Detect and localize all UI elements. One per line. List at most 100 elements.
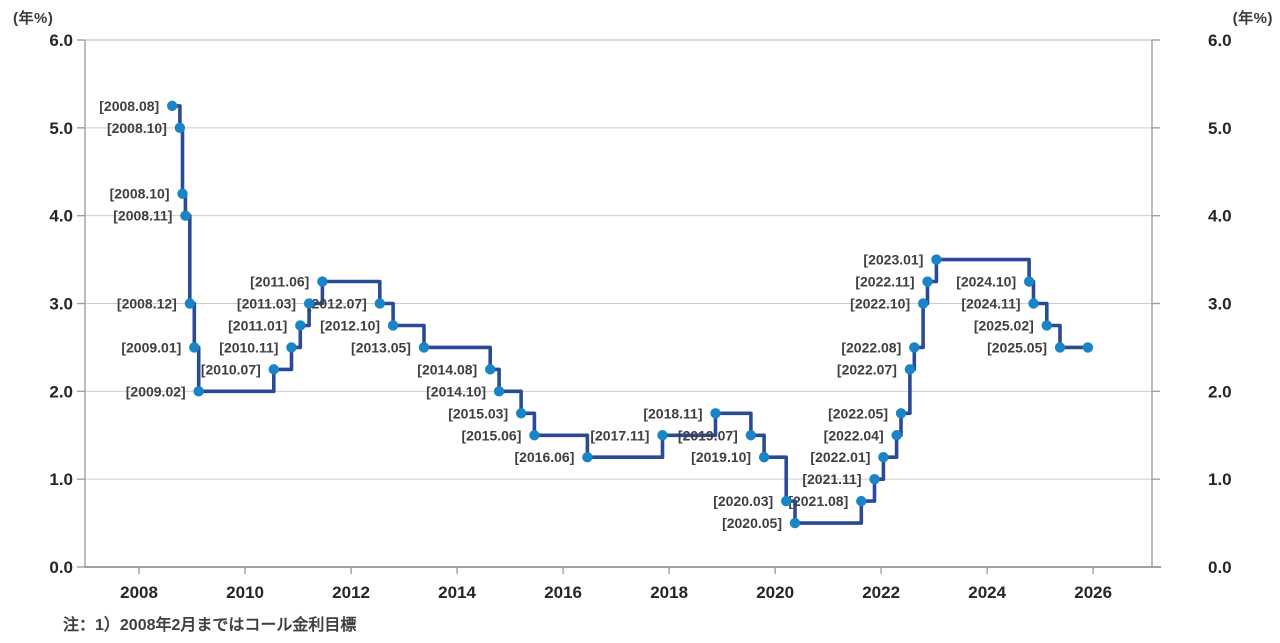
y-tick-label-right: 6.0 xyxy=(1208,31,1232,50)
x-tick-label: 2026 xyxy=(1074,583,1112,602)
y-tick-label-left: 5.0 xyxy=(49,119,73,138)
data-point-marker xyxy=(922,276,933,287)
y-tick-label-left: 3.0 xyxy=(49,295,73,314)
x-tick-label: 2008 xyxy=(120,583,158,602)
data-point-label: [2019.07] xyxy=(678,427,738,443)
data-point-label: [2008.10] xyxy=(110,186,170,202)
data-point-label: [2022.01] xyxy=(810,449,870,465)
data-point-marker xyxy=(1054,342,1066,353)
data-point-marker xyxy=(387,320,399,331)
y-tick-label-right: 4.0 xyxy=(1208,207,1232,226)
data-point-label: [2024.11] xyxy=(961,296,1020,312)
x-tick-label: 2010 xyxy=(226,583,264,602)
data-point-marker xyxy=(493,386,505,397)
data-point-marker xyxy=(177,188,188,199)
data-point-label: [2020.05] xyxy=(722,515,782,531)
data-point-marker xyxy=(303,298,315,309)
data-point-label: [2023.01] xyxy=(863,252,923,268)
series-end-marker xyxy=(1082,342,1094,353)
x-tick-label: 2020 xyxy=(756,583,794,602)
x-tick-label: 2024 xyxy=(968,583,1006,602)
y-tick-label-right: 0.0 xyxy=(1208,558,1232,577)
data-point-label: [2021.11] xyxy=(802,471,861,487)
data-point-label: [2015.06] xyxy=(461,427,521,443)
data-point-marker xyxy=(582,452,593,463)
data-point-marker xyxy=(515,408,527,419)
data-point-label: [2009.01] xyxy=(121,339,181,355)
data-point-marker xyxy=(891,430,902,441)
data-point-marker xyxy=(529,430,540,441)
x-tick-label: 2022 xyxy=(862,583,900,602)
data-point-marker xyxy=(904,364,916,375)
y-axis-unit-label-right: (年%) xyxy=(1232,10,1273,27)
data-point-marker xyxy=(418,342,430,353)
data-point-marker xyxy=(909,342,920,353)
data-point-label: [2012.07] xyxy=(307,296,367,312)
data-point-label: [2025.05] xyxy=(987,339,1047,355)
y-tick-label-right: 3.0 xyxy=(1208,295,1232,314)
y-tick-label-left: 6.0 xyxy=(49,31,73,50)
data-point-marker xyxy=(931,254,942,265)
data-point-marker xyxy=(189,342,200,353)
data-point-label: [2010.07] xyxy=(201,361,261,377)
data-point-label: [2024.10] xyxy=(956,274,1016,290)
data-point-label: [2019.10] xyxy=(691,449,751,465)
y-tick-label-left: 0.0 xyxy=(49,558,73,577)
y-tick-label-right: 2.0 xyxy=(1208,382,1232,401)
data-point-label: [2008.08] xyxy=(99,98,159,114)
data-point-label: [2008.12] xyxy=(117,296,177,312)
data-point-marker xyxy=(869,473,880,485)
data-point-marker xyxy=(780,495,792,507)
y-tick-label-right: 5.0 xyxy=(1208,119,1232,138)
data-point-marker xyxy=(268,364,280,375)
y-tick-label-left: 1.0 xyxy=(49,470,73,489)
y-axis-unit-label-left: (年%) xyxy=(13,10,54,27)
data-point-label: [2021.08] xyxy=(788,493,848,509)
rate-step-line xyxy=(170,104,1090,525)
data-point-label: [2017.11] xyxy=(590,427,649,443)
data-point-marker xyxy=(895,408,907,419)
data-point-marker xyxy=(184,298,196,309)
x-tick-label: 2016 xyxy=(544,583,582,602)
data-point-marker xyxy=(286,342,297,353)
data-point-marker xyxy=(180,210,191,221)
data-point-marker xyxy=(745,430,757,441)
data-point-label: [2011.06] xyxy=(250,274,309,290)
data-point-label: [2008.11] xyxy=(113,208,172,224)
data-point-marker xyxy=(374,298,386,309)
data-point-marker xyxy=(317,276,328,287)
data-point-marker xyxy=(174,122,186,134)
footnote: 注：1）2008年2月まではコール金利目標 xyxy=(63,617,357,634)
data-point-marker xyxy=(485,364,496,375)
data-point-marker xyxy=(166,100,178,112)
data-point-label: [2012.10] xyxy=(320,317,380,333)
data-point-label: [2011.01] xyxy=(228,317,287,333)
data-point-label: [2022.08] xyxy=(841,339,901,355)
x-tick-label: 2012 xyxy=(332,583,370,602)
data-point-marker xyxy=(789,517,801,529)
y-tick-label-left: 4.0 xyxy=(49,207,73,226)
data-point-marker xyxy=(1041,320,1052,331)
data-point-marker xyxy=(856,495,867,507)
data-point-label: [2009.02] xyxy=(126,383,186,399)
data-point-label: [2014.08] xyxy=(417,361,477,377)
data-point-label: [2014.10] xyxy=(426,383,486,399)
x-tick-label: 2018 xyxy=(650,583,688,602)
data-point-label: [2013.05] xyxy=(351,339,411,355)
x-tick-label: 2014 xyxy=(438,583,476,602)
data-point-marker xyxy=(758,452,770,463)
data-point-label: [2022.05] xyxy=(828,405,888,421)
data-point-label: [2010.11] xyxy=(219,339,278,355)
data-point-marker xyxy=(657,430,668,441)
data-point-label: [2022.07] xyxy=(837,361,897,377)
data-point-label: [2022.04] xyxy=(824,427,884,443)
data-point-marker xyxy=(193,386,204,397)
policy-rate-step-chart: 0.0 0.0 1.0 1.0 2.0 2.0 3.0 3.0 4.0 4.0 5.0 5.0 6.0 6… xyxy=(49,31,1232,602)
y-tick-label-right: 1.0 xyxy=(1208,470,1232,489)
data-point-label: [2022.10] xyxy=(850,296,910,312)
data-point-label: [2025.02] xyxy=(974,317,1034,333)
data-point-marker xyxy=(710,408,721,419)
data-point-label: [2008.10] xyxy=(107,120,167,136)
data-point-marker xyxy=(917,298,929,309)
